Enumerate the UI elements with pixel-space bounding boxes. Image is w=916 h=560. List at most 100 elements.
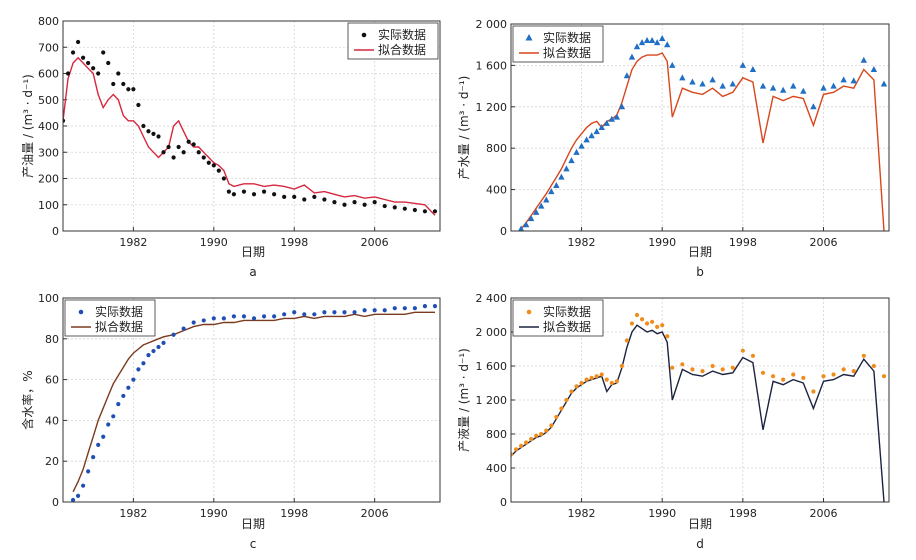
data-point [619,363,624,369]
x-tick-label: 2006 [809,236,837,249]
plot-frame-c [62,297,441,503]
data-point [639,317,645,322]
x-tick-label: 1990 [648,507,676,520]
data-point [578,142,585,149]
data-point [116,71,121,76]
x-axis-label: 日期 [241,245,265,259]
data-point [511,452,514,457]
y-tick-label: 100 [38,292,59,305]
data-point [181,326,186,331]
x-axis-label: 日期 [241,517,265,531]
x-axis-label: 日期 [688,245,712,259]
legend-marker-actual [361,32,367,38]
y-tick-label: 20 [45,455,59,468]
data-point [781,377,786,382]
data-point [633,43,641,50]
data-point [539,431,544,437]
data-point [522,221,530,228]
data-point [352,310,357,315]
data-point [422,304,428,309]
data-point [392,205,397,210]
data-point [719,82,726,89]
data-point [362,308,367,313]
data-point [146,353,151,358]
data-point [126,87,131,92]
data-point [594,374,599,379]
grid-b [511,24,889,231]
legend-box [512,299,604,337]
y-tick-label: 800 [486,142,507,155]
data-point [729,80,736,87]
y-tick-label: 400 [38,120,59,133]
data-point [65,71,71,76]
data-point [588,132,595,139]
data-point [740,348,745,353]
data-point [70,497,76,502]
data-point [111,81,116,87]
data-point [272,192,277,197]
data-point [96,442,101,447]
legend-label-actual: 实际数据 [543,304,591,319]
data-point [583,136,590,143]
data-point [106,60,111,66]
data-point [870,66,878,73]
data-point [372,308,377,313]
data-point [614,379,619,384]
data-point [211,163,216,168]
data-point [739,61,747,68]
data-point [790,82,797,89]
panel-label: c [250,537,257,551]
data-point [292,194,297,199]
data-point [70,50,76,55]
data-point [680,362,685,367]
data-point [759,82,767,89]
data-point [573,148,580,155]
data-point [332,310,337,315]
data-point [226,189,231,194]
series-line-fit [72,311,435,493]
data-point [669,61,676,68]
plot-area-c [70,304,438,502]
data-point [136,367,141,372]
data-point [563,165,570,172]
data-point [86,469,91,474]
data-point [261,189,267,194]
plot-frame-b [510,23,890,232]
legend-box [64,299,156,337]
data-point [382,203,387,209]
data-point [282,312,287,317]
data-point [131,87,136,92]
y-tick-label: 800 [486,428,507,441]
data-point [171,332,176,337]
x-tick-label: 2006 [361,507,389,520]
data-point [412,306,417,311]
x-tick-label: 1990 [200,507,228,520]
data-point [156,134,161,139]
data-point [156,344,161,350]
data-point [171,155,176,160]
x-tick-label: 1990 [200,236,228,249]
data-point [146,129,151,134]
data-point [96,71,101,76]
legend-marker-actual [525,34,533,41]
x-tick-label: 1982 [568,507,596,520]
data-point [548,188,555,195]
data-point [779,86,787,93]
data-point [241,314,247,319]
data-point [221,316,226,321]
data-point [629,321,635,326]
grid-c [63,298,440,502]
legend-marker-actual [526,309,532,315]
data-point [709,76,716,83]
data-point [302,197,307,202]
y-tick-label: 2 000 [476,326,508,339]
y-tick-label: 0 [500,225,507,238]
data-point [831,372,836,377]
data-point [141,361,146,366]
data-point [312,194,317,199]
data-point [91,66,96,71]
data-point [749,66,757,73]
data-point [121,81,126,87]
legend-label-actual: 实际数据 [543,30,591,45]
data-point [660,323,665,328]
